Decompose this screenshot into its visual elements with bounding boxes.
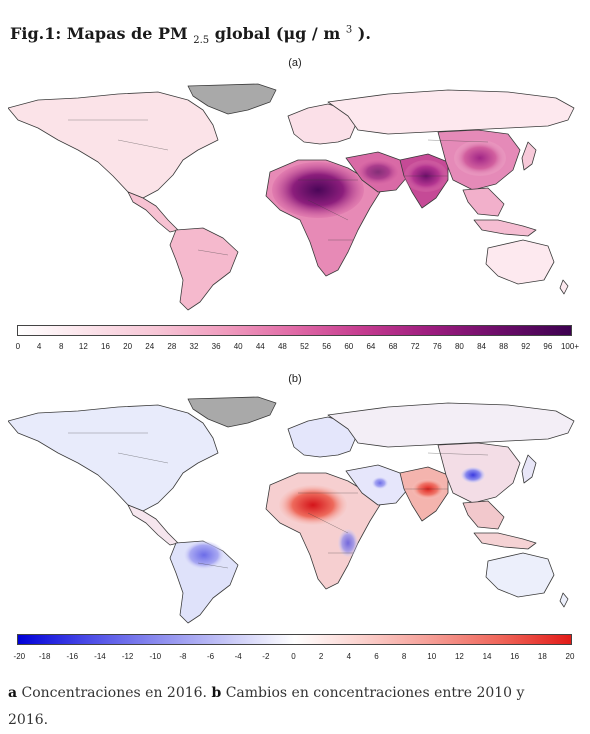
colorbar-b-ticks: -20 -18 -16 -14 -12 -10 -8 -6 -4 -2 0 2 … [13, 652, 575, 666]
tick-label: 76 [432, 342, 442, 351]
tick-label: -4 [234, 652, 242, 661]
tick-label: 12 [454, 652, 464, 661]
tick-label: 4 [36, 342, 42, 351]
tick-label: 0 [291, 652, 296, 661]
map-b-hotspots [184, 467, 485, 569]
tick-label: 12 [78, 342, 88, 351]
figure-title: Fig.1: Mapas de PM 2.5 global (μg / m 3 … [10, 24, 371, 47]
colorbar-b [17, 634, 572, 645]
tick-label: 16 [101, 342, 110, 351]
tick-label: 0 [15, 342, 21, 351]
tick-label: 88 [499, 342, 509, 351]
tick-label: 100+ [560, 342, 580, 351]
map-a-borders [68, 119, 489, 256]
tick-label: -8 [179, 652, 187, 661]
colorbar-a [17, 325, 572, 336]
colorbar-a-ticks: 0 4 8 12 16 20 24 28 32 36 40 44 48 52 5… [15, 342, 579, 356]
tick-label: 6 [374, 652, 379, 661]
tick-label: 18 [537, 652, 547, 661]
tick-label: 56 [322, 342, 332, 351]
tick-label: 20 [123, 342, 133, 351]
tick-label: 8 [59, 342, 64, 351]
tick-label: -16 [66, 652, 79, 661]
tick-label: -14 [94, 652, 106, 661]
tick-label: -18 [38, 652, 51, 661]
tick-label: 40 [233, 342, 243, 351]
tick-label: 52 [300, 342, 309, 351]
tick-label: 2 [318, 652, 324, 661]
map-b-borders [68, 432, 489, 569]
map-a-land [8, 83, 575, 311]
tick-label: 8 [401, 652, 407, 661]
tick-label: 96 [543, 342, 553, 351]
panel-a-label: (a) [288, 57, 302, 69]
pm25-map-2016 [8, 83, 575, 311]
tick-label: 84 [477, 342, 486, 351]
tick-label: 68 [388, 342, 398, 351]
tick-label: -20 [13, 652, 26, 661]
tick-label: -6 [206, 652, 215, 661]
tick-label: 80 [454, 342, 464, 351]
pm25-change-map [8, 396, 575, 624]
tick-label: 32 [189, 342, 199, 351]
tick-label: 92 [521, 342, 531, 351]
tick-label: 4 [346, 652, 352, 661]
tick-label: 48 [277, 342, 287, 351]
tick-label: 44 [255, 342, 265, 351]
figure-caption: a Concentraciones en 2016. b Cambios en … [8, 685, 525, 728]
tick-label: -12 [121, 652, 134, 661]
tick-label: -10 [149, 652, 162, 661]
tick-label: 10 [427, 652, 437, 661]
tick-label: 16 [510, 652, 520, 661]
tick-label: 60 [344, 342, 354, 351]
tick-label: 64 [366, 342, 376, 351]
panel-b-label: (b) [288, 373, 302, 385]
tick-label: 24 [145, 342, 155, 351]
tick-label: 14 [482, 652, 492, 661]
tick-label: 20 [565, 652, 575, 661]
tick-label: 36 [211, 342, 221, 351]
tick-label: 72 [410, 342, 420, 351]
tick-label: 28 [167, 342, 177, 351]
tick-label: -2 [262, 652, 270, 661]
